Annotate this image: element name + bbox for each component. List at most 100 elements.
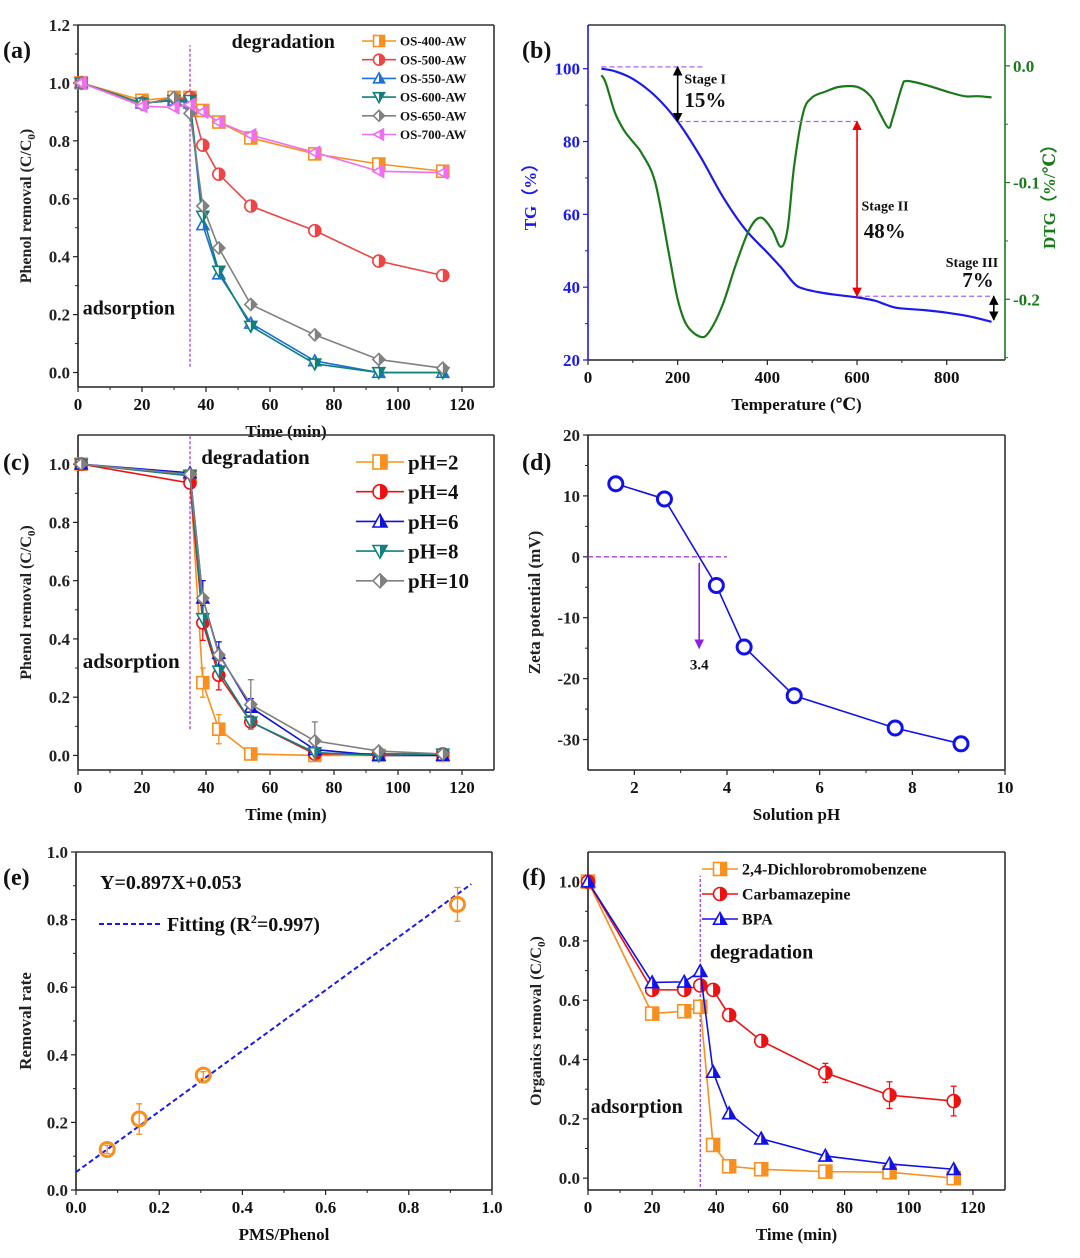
x-tick-label: 0 bbox=[74, 395, 83, 414]
data-point bbox=[195, 590, 210, 606]
marker-diamond-fill bbox=[379, 110, 385, 122]
data-point bbox=[211, 665, 227, 679]
marker-triangle-up-fill bbox=[761, 1132, 768, 1144]
x-tick-label: 20 bbox=[134, 778, 151, 797]
y-tick-label: 1.0 bbox=[49, 74, 70, 93]
marker-square-fill bbox=[825, 1165, 832, 1179]
marker-square-fill bbox=[889, 1165, 897, 1179]
data-point bbox=[307, 733, 322, 749]
y-tick-label: 0.4 bbox=[49, 248, 71, 267]
y-tick-label: 1.0 bbox=[47, 843, 68, 862]
data-point bbox=[705, 1063, 721, 1078]
marker-triangle-down-fill bbox=[314, 747, 321, 759]
x-axis-label: Time (min) bbox=[245, 805, 326, 824]
legend-marker bbox=[372, 454, 388, 470]
y2-axis-label: DTG（%/℃） bbox=[1039, 136, 1059, 249]
data-point bbox=[196, 138, 210, 152]
data-point bbox=[692, 978, 708, 993]
legend-label: OS-600-AW bbox=[400, 90, 466, 105]
legend-label: pH=2 bbox=[408, 450, 458, 474]
marker-open-circle bbox=[707, 576, 725, 594]
series-line bbox=[80, 82, 443, 374]
data-point bbox=[818, 1164, 833, 1179]
data-point bbox=[753, 1130, 770, 1145]
series-line bbox=[587, 881, 954, 1171]
data-point bbox=[307, 358, 323, 372]
x-axis-label: Temperature (℃) bbox=[731, 395, 861, 414]
data-point bbox=[753, 1161, 769, 1177]
data-point bbox=[134, 98, 148, 114]
x-tick-label: 20 bbox=[644, 1198, 661, 1217]
marker-triangle-up-fill bbox=[713, 1065, 720, 1078]
marker-triangle-down-fill bbox=[218, 266, 225, 278]
y-tick-label: 0.0 bbox=[47, 1181, 68, 1200]
marker-square-fill bbox=[953, 1171, 961, 1185]
data-point bbox=[785, 687, 803, 705]
marker-triangle-left-fill bbox=[379, 129, 384, 140]
marker-triangle-up-fill bbox=[729, 1107, 736, 1119]
x-tick-label: 0.4 bbox=[232, 1198, 254, 1217]
marker-circle-fill bbox=[202, 139, 209, 152]
marker-diamond-fill bbox=[380, 573, 387, 588]
series-DTG-curve bbox=[600, 74, 992, 339]
legend-label: OS-550-AW bbox=[400, 71, 466, 86]
x-tick-label: 0.2 bbox=[149, 1198, 170, 1217]
y-tick-label: 20 bbox=[563, 351, 580, 370]
x-tick-label: 10 bbox=[997, 778, 1014, 797]
y-tick-label: 0.8 bbox=[49, 132, 70, 151]
legend-marker bbox=[371, 544, 389, 560]
marker-square-fill bbox=[218, 723, 225, 736]
marker-diamond-fill bbox=[442, 362, 449, 375]
fit-label-prefix: Fitting (R bbox=[167, 914, 251, 936]
y-axis-label: Zeta potential (mV) bbox=[525, 531, 544, 675]
y-tick-label: 0.4 bbox=[49, 630, 71, 649]
legend-marker bbox=[712, 861, 728, 877]
x-tick-label: 100 bbox=[385, 395, 411, 414]
x-tick-label: 120 bbox=[449, 395, 475, 414]
legend-label: pH=10 bbox=[408, 569, 469, 593]
series-line bbox=[587, 881, 954, 1179]
annotation-adsorption: adsorption bbox=[591, 1096, 683, 1118]
y-tick-label: 100 bbox=[555, 60, 581, 79]
series-line bbox=[80, 82, 443, 369]
x-tick-label: 0 bbox=[74, 778, 83, 797]
y-tick-label: 1.0 bbox=[559, 873, 580, 892]
annotation-degradation: degradation bbox=[710, 942, 813, 964]
marker-triangle-left-fill bbox=[251, 129, 256, 142]
plot-e: Y=0.897X+0.053 Fitting (R2=0.997) bbox=[75, 872, 472, 1173]
legend-label: OS-500-AW bbox=[400, 52, 466, 67]
series-TG-curve bbox=[601, 67, 992, 323]
marker-square-fill bbox=[729, 1159, 736, 1173]
x-tick-label: 80 bbox=[326, 778, 343, 797]
x-tick-label: 120 bbox=[960, 1198, 986, 1217]
legend-marker bbox=[372, 483, 388, 500]
series-pH=10 bbox=[74, 456, 450, 762]
legend-label: 2,4-Dichlorobromobenzene bbox=[742, 862, 927, 879]
x-tick-label: 60 bbox=[262, 395, 279, 414]
data-point bbox=[644, 974, 661, 989]
marker-square-fill bbox=[720, 862, 727, 876]
marker-open-circle bbox=[98, 1140, 116, 1158]
fit-label-suffix: =0.997) bbox=[257, 914, 320, 936]
y-tick-label: 0.8 bbox=[49, 513, 70, 532]
y-tick-label: 0.6 bbox=[49, 190, 70, 209]
annotation-adsorption: adsorption bbox=[83, 649, 180, 673]
marker-diamond-fill bbox=[190, 468, 196, 481]
annotation-degradation: degradation bbox=[201, 445, 310, 469]
data-point bbox=[98, 1140, 116, 1158]
marker-triangle-left-fill bbox=[190, 98, 195, 111]
marker-triangle-left-fill bbox=[81, 76, 86, 89]
y-tick-label: -30 bbox=[557, 731, 580, 750]
fit-label-sup: 2 bbox=[251, 912, 257, 926]
x-tick-label: 800 bbox=[934, 368, 960, 387]
stage-annotation: 48% bbox=[864, 219, 906, 243]
x-tick-label: 0.0 bbox=[65, 1198, 86, 1217]
y-axis-label: Phenol removal (C/C0) bbox=[18, 129, 38, 284]
legend-marker bbox=[372, 53, 386, 67]
stage-annotation: 7% bbox=[962, 268, 994, 292]
data-point bbox=[195, 612, 211, 627]
marker-diamond-fill bbox=[202, 200, 209, 212]
marker-diamond-fill bbox=[190, 107, 196, 120]
series-pH=8 bbox=[73, 458, 451, 764]
